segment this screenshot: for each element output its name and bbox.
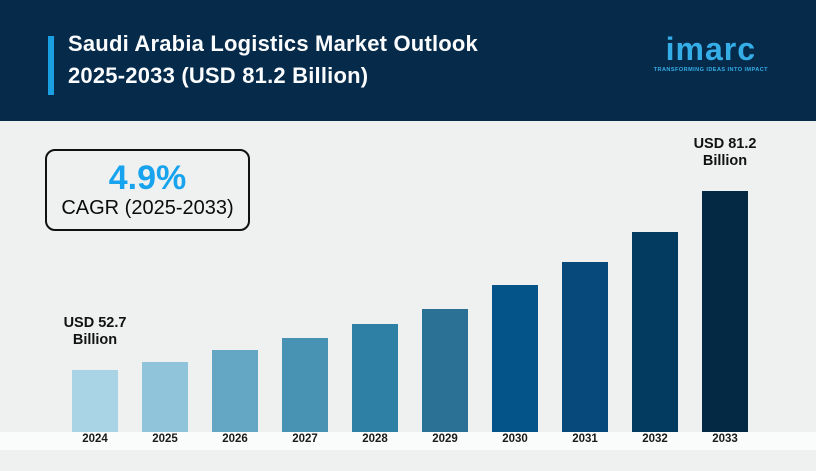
- x-tick-label-2032: 2032: [642, 433, 668, 445]
- value-label-2033-line1: USD 81.2: [693, 136, 757, 152]
- cagr-callout-box: 4.9% CAGR (2025-2033): [45, 149, 250, 231]
- bar-2027: [282, 338, 328, 432]
- x-tick-label-2033: 2033: [712, 433, 738, 445]
- value-label-2024: USD 52.7 Billion: [35, 315, 155, 349]
- value-label-2033-line2: Billion: [702, 153, 748, 169]
- page-title: Saudi Arabia Logistics Market Outlook 20…: [68, 28, 478, 92]
- x-tick-label-2029: 2029: [432, 433, 458, 445]
- bar-2029: [422, 309, 468, 432]
- x-tick-label-2024: 2024: [82, 433, 108, 445]
- x-tick-label-2027: 2027: [292, 433, 318, 445]
- x-tick-label-2025: 2025: [152, 433, 178, 445]
- imarc-logo-wordmark: imarc: [665, 31, 757, 67]
- cagr-label: CAGR (2025-2033): [61, 197, 234, 219]
- cagr-value: 4.9%: [108, 159, 187, 197]
- bar-2026: [212, 350, 258, 432]
- x-tick-label-2031: 2031: [572, 433, 598, 445]
- x-tick-label-2026: 2026: [222, 433, 248, 445]
- bar-2030: [492, 285, 538, 432]
- bar-2025: [142, 362, 188, 432]
- bar-2031: [562, 262, 608, 432]
- value-label-2033: USD 81.2 Billion: [665, 136, 785, 170]
- value-label-2024-line2: Billion: [72, 332, 118, 348]
- page-title-line2: 2025-2033 (USD 81.2 Billion): [68, 63, 369, 88]
- page-title-line1: Saudi Arabia Logistics Market Outlook: [68, 31, 478, 56]
- header-banner: Saudi Arabia Logistics Market Outlook 20…: [0, 0, 816, 121]
- title-accent-bar: [48, 36, 54, 95]
- bar-2032: [632, 232, 678, 432]
- x-axis-baseline-strip: [0, 432, 816, 450]
- imarc-logo-tagline: TRANSFORMING IDEAS INTO IMPACT: [653, 67, 768, 73]
- value-label-2024-line1: USD 52.7: [63, 315, 127, 331]
- imarc-logo: imarc TRANSFORMING IDEAS INTO IMPACT: [653, 31, 768, 73]
- bar-2033: [702, 191, 748, 432]
- bar-2024: [72, 370, 118, 432]
- bar-2028: [352, 324, 398, 432]
- x-tick-label-2028: 2028: [362, 433, 388, 445]
- x-tick-label-2030: 2030: [502, 433, 528, 445]
